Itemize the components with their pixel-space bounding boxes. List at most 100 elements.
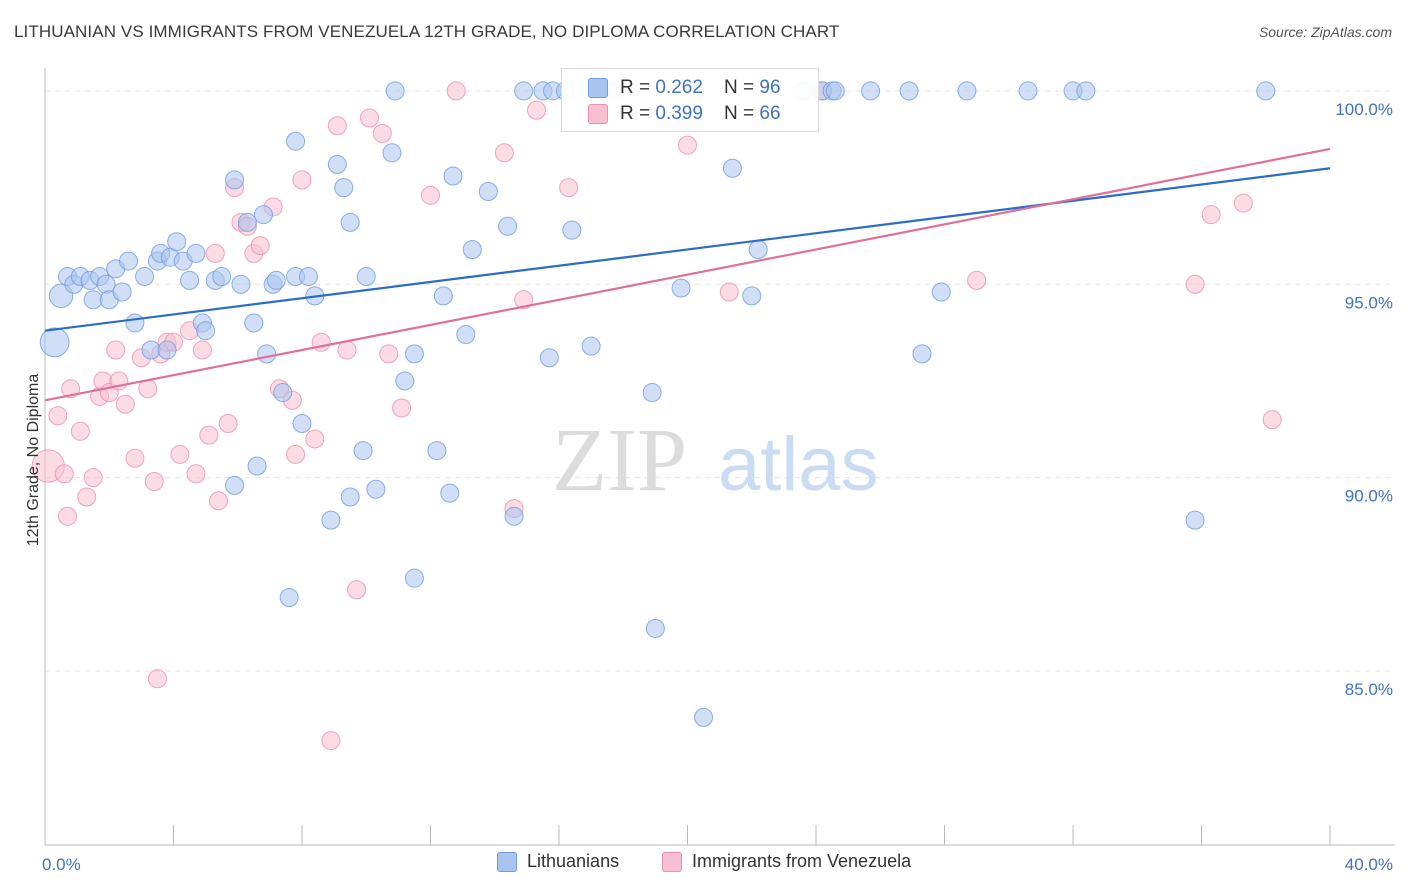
venezuela-point xyxy=(967,270,987,290)
lithuanians-point xyxy=(112,282,132,302)
venezuela-point xyxy=(54,464,74,484)
lithuanians-point xyxy=(237,212,257,232)
lithuanians-point xyxy=(382,143,402,163)
lithuanians-point xyxy=(642,383,662,403)
venezuela-point xyxy=(292,170,312,190)
lithuanians-point xyxy=(581,336,601,356)
legend-swatch-venezuela xyxy=(588,104,608,124)
venezuela-point xyxy=(494,143,514,163)
legend-r-label: R = xyxy=(620,77,656,98)
lithuanians-point xyxy=(957,81,977,101)
legend-item-venezuela[interactable]: Immigrants from Venezuela xyxy=(662,851,911,872)
venezuela-point xyxy=(170,444,190,464)
legend-r-value: 0.262 xyxy=(655,77,703,98)
lithuanians-point xyxy=(298,267,318,287)
lithuanians-point xyxy=(1256,81,1276,101)
lithuanians-point xyxy=(433,286,453,306)
lithuanians-point xyxy=(356,267,376,287)
lithuanians-point xyxy=(366,479,386,499)
lithuanians-point xyxy=(167,232,187,252)
venezuela-point xyxy=(106,340,126,360)
y-tick-label: 90.0% xyxy=(1345,487,1393,506)
venezuela-point xyxy=(527,100,547,120)
venezuela-point xyxy=(205,243,225,263)
lithuanians-point xyxy=(562,220,582,240)
lithuanians-point xyxy=(404,568,424,588)
x-tick-label: 40.0% xyxy=(1345,855,1393,874)
lithuanians-point xyxy=(244,313,264,333)
lithuanians-point xyxy=(443,166,463,186)
y-tick-label: 95.0% xyxy=(1345,293,1393,312)
lithuanians-point xyxy=(225,170,245,190)
lithuanians-point xyxy=(861,81,881,101)
lithuanians-point xyxy=(340,487,360,507)
lithuanians-point xyxy=(456,325,476,345)
lithuanians-point xyxy=(504,506,524,526)
lithuanians-point xyxy=(257,344,277,364)
venezuela-point xyxy=(392,398,412,418)
watermark-zip: ZIP xyxy=(552,411,687,510)
lithuanians-point xyxy=(39,327,70,358)
lithuanians-point xyxy=(742,286,762,306)
lithuanians-point xyxy=(125,313,145,333)
legend-r-value: 0.399 xyxy=(655,103,703,124)
lithuanians-point xyxy=(539,348,559,368)
lithuanians-point xyxy=(440,483,460,503)
venezuela-point xyxy=(57,506,77,526)
legend-item-lithuanians[interactable]: Lithuanians xyxy=(497,851,619,872)
lithuanians-point xyxy=(1185,510,1205,530)
lithuanians-point xyxy=(395,371,415,391)
lithuanians-point xyxy=(645,618,665,638)
chart-title: LITHUANIAN VS IMMIGRANTS FROM VENEZUELA … xyxy=(14,22,840,41)
lithuanians-point xyxy=(722,158,742,178)
lithuanians-point xyxy=(385,81,405,101)
lithuanians-point xyxy=(135,267,155,287)
lithuanians-point xyxy=(273,383,293,403)
lithuanians-point xyxy=(96,274,116,294)
lithuanians-point xyxy=(340,212,360,232)
lithuanians-point xyxy=(321,510,341,530)
lithuanians-trend-line xyxy=(44,167,1331,332)
lithuanians-point xyxy=(279,588,299,608)
legend-n-value: 66 xyxy=(759,103,781,124)
venezuela-point xyxy=(379,344,399,364)
legend-n-label: N = xyxy=(724,77,760,98)
venezuela-point xyxy=(1185,274,1205,294)
venezuela-point xyxy=(327,116,347,136)
y-tick-label: 100.0% xyxy=(1335,100,1393,119)
lithuanians-point xyxy=(247,456,267,476)
lithuanians-point xyxy=(334,178,354,198)
lithuanians-point xyxy=(748,239,768,259)
venezuela-point xyxy=(372,123,392,143)
venezuela-point xyxy=(1233,193,1253,213)
venezuela-point xyxy=(719,282,739,302)
legend-swatch-venezuela xyxy=(662,851,682,872)
lithuanians-point xyxy=(1018,81,1038,101)
lithuanians-point xyxy=(286,131,306,151)
venezuela-point xyxy=(125,448,145,468)
legend-n-label: N = xyxy=(724,103,760,124)
venezuela-point xyxy=(147,669,167,689)
lithuanians-point xyxy=(1076,81,1096,101)
lithuanians-point xyxy=(825,81,845,101)
lithuanians-point xyxy=(212,267,232,287)
venezuela-point xyxy=(77,487,97,507)
venezuela-point xyxy=(678,135,697,155)
trend-lines xyxy=(44,147,1331,402)
venezuela-point xyxy=(359,108,379,128)
legend-swatch-lithuanians xyxy=(588,78,608,98)
legend-swatch-lithuanians xyxy=(497,851,517,872)
venezuela-point xyxy=(446,81,466,101)
y-axis-label: 12th Grade, No Diploma xyxy=(25,374,42,547)
lithuanians-point xyxy=(931,282,951,302)
lithuanians-point xyxy=(514,81,534,101)
venezuela-trend-line xyxy=(44,147,1331,402)
venezuela-point xyxy=(305,429,325,449)
venezuela-point xyxy=(1201,205,1221,225)
legend-n-value: 96 xyxy=(759,77,781,98)
lithuanians-point xyxy=(186,243,206,263)
lithuanians-point xyxy=(671,278,691,298)
venezuela-point xyxy=(421,185,440,205)
venezuela-point xyxy=(347,580,367,600)
lithuanians-point xyxy=(912,344,932,364)
